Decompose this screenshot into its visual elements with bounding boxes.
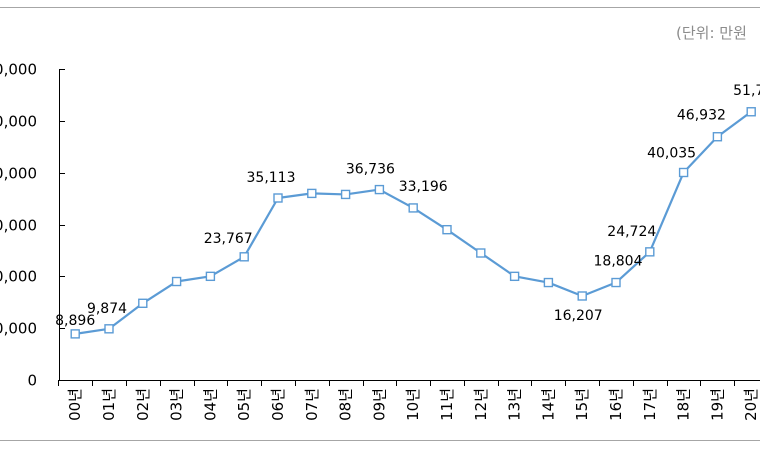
y-tick-label: 0,000: [0, 113, 37, 131]
x-tick-label: 01년: [100, 388, 118, 421]
data-point-marker: [239, 252, 249, 262]
data-point-marker: [577, 291, 587, 301]
x-tick-label: 03년: [168, 388, 186, 421]
y-tick-label: 0,000: [0, 61, 37, 79]
y-axis-ticks: 0 0,000 0,000 0,000 0,000 0,000 0,000: [0, 61, 65, 390]
x-axis-ticks: 00년 01년 02년 03년 04년 05년 06년 07년 08년 09년 10년 11년 12년 1…: [58, 380, 760, 421]
data-point-marker: [611, 277, 621, 288]
data-point-marker: [340, 189, 351, 200]
x-tick-label: 19년: [708, 388, 726, 421]
x-tick-label: 04년: [201, 388, 219, 421]
x-tick-label: 02년: [134, 388, 152, 421]
data-point-marker: [746, 107, 756, 117]
data-point-marker: [645, 247, 655, 257]
x-tick-label: 15년: [573, 388, 591, 421]
data-point-marker: [408, 203, 418, 213]
data-label: 9,874: [87, 301, 127, 317]
data-point-marker: [374, 184, 385, 195]
data-point-marker: [205, 271, 216, 282]
data-label: 8,896: [55, 313, 95, 329]
x-tick-label: 13년: [506, 388, 524, 421]
data-point-marker: [171, 276, 182, 287]
series-group: [70, 107, 756, 339]
data-point-marker: [678, 167, 689, 178]
data-point-marker: [442, 224, 452, 235]
y-tick-label: 0,000: [0, 165, 37, 183]
data-point-marker: [509, 271, 520, 282]
data-label: 40,035: [647, 145, 696, 161]
x-tick-label: 08년: [337, 388, 355, 421]
x-tick-label: 18년: [675, 388, 693, 421]
x-tick-label: 07년: [303, 388, 321, 421]
data-point-marker: [104, 324, 114, 334]
data-point-marker: [307, 188, 317, 199]
x-tick-label: 10년: [404, 388, 422, 421]
data-label: 35,113: [247, 170, 296, 186]
data-label: 33,196: [399, 179, 448, 195]
data-label: 46,932: [677, 108, 726, 124]
x-tick-label: 00년: [66, 388, 84, 421]
data-label: 36,736: [346, 162, 395, 178]
data-point-marker: [138, 298, 148, 308]
data-label: 16,207: [554, 308, 603, 324]
y-tick-label: 0,000: [0, 217, 37, 235]
x-tick-label: 17년: [641, 388, 659, 421]
x-tick-label: 12년: [472, 388, 490, 421]
data-point-marker: [273, 193, 283, 203]
data-point-marker: [70, 329, 80, 339]
y-tick-label: 0: [27, 372, 37, 390]
y-tick-label: 0,000: [0, 268, 37, 286]
x-tick-label: 14년: [539, 388, 557, 421]
data-point-marker: [476, 248, 486, 258]
data-label: 24,724: [607, 224, 656, 240]
x-tick-label: 05년: [235, 388, 253, 421]
x-tick-label: 06년: [269, 388, 287, 421]
data-point-marker: [712, 132, 723, 142]
unit-label: (단위: 만원: [676, 24, 747, 42]
x-tick-label: 09년: [370, 388, 388, 421]
x-tick-label: 16년: [607, 388, 625, 421]
data-point-marker: [543, 277, 554, 288]
data-label: 18,804: [594, 254, 643, 270]
x-tick-label: 11년: [438, 388, 456, 421]
x-tick-label: 20년: [742, 388, 760, 421]
data-label: 51,75: [733, 83, 760, 99]
y-tick-label: 0,000: [0, 320, 37, 338]
data-label: 23,767: [204, 231, 253, 247]
